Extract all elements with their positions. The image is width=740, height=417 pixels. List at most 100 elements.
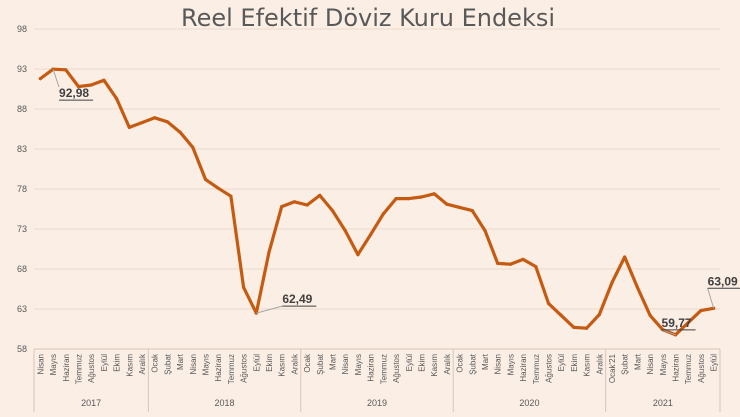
y-tick-label: 68 [17, 264, 27, 274]
data-label: 92,98 [59, 86, 89, 100]
data-point [635, 285, 640, 289]
y-tick-label: 98 [17, 24, 27, 34]
data-point [356, 253, 360, 257]
data-point [419, 195, 424, 199]
x-tick-label: Nisan [646, 354, 655, 374]
data-point [496, 261, 500, 265]
data-point [585, 326, 589, 330]
x-tick-label: Temmuz [684, 354, 693, 384]
x-tick-label: Temmuz [227, 354, 236, 384]
y-tick-label: 93 [17, 64, 27, 74]
x-tick-label: Eylül [405, 354, 414, 372]
grid [34, 28, 720, 350]
data-point [330, 209, 335, 213]
x-tick-label: Ağustos [697, 354, 706, 383]
data-point [229, 194, 233, 198]
x-tick-label: Eylül [100, 354, 109, 372]
data-point [470, 209, 474, 213]
x-tick-label: Haziran [672, 354, 681, 382]
data-point [305, 203, 309, 207]
data-point [699, 309, 703, 313]
x-tick-label: Şubat [316, 353, 325, 375]
data-point [521, 257, 525, 261]
data-point [432, 192, 436, 196]
data-point [343, 229, 347, 233]
x-tick-label: Nisan [494, 354, 503, 374]
data-point [546, 301, 551, 305]
x-tick-label: Ağustos [240, 354, 249, 383]
data-point [610, 281, 614, 285]
data-point [140, 121, 144, 125]
data-point [686, 321, 690, 325]
x-tick-label: Haziran [214, 354, 223, 382]
x-tick-label: Şubat [163, 353, 172, 375]
leader-line [256, 305, 283, 314]
data-point [102, 78, 106, 82]
data-point [457, 205, 462, 209]
x-tick-label: Mayıs [659, 354, 668, 375]
series-layer [38, 67, 716, 337]
year-label: 2020 [519, 398, 539, 408]
y-tick-label: 83 [17, 144, 27, 154]
x-tick-label: Mart [329, 353, 338, 370]
year-label: 2018 [215, 398, 235, 408]
data-point [445, 202, 449, 206]
x-tick-label: Mayıs [506, 354, 515, 375]
data-label-callout: 59,77 [661, 316, 696, 336]
data-point [191, 145, 195, 149]
data-point [165, 120, 169, 124]
data-point [534, 265, 538, 269]
y-tick-label: 73 [17, 224, 27, 234]
data-label-callout: 63,09 [707, 274, 740, 309]
year-label: 2019 [367, 398, 387, 408]
data-point [89, 83, 93, 87]
data-label-callout: 62,49 [256, 292, 317, 314]
data-point [623, 255, 627, 259]
year-label: 2017 [81, 398, 101, 408]
y-tick-label: 78 [17, 184, 27, 194]
x-tick-label: Ocak [303, 353, 312, 373]
chart-title: Reel Efektif Döviz Kuru Endeksi [181, 4, 555, 32]
x-tick-label: Mayıs [354, 354, 363, 375]
data-point [572, 325, 576, 329]
data-point [76, 85, 81, 89]
data-point [318, 193, 322, 197]
x-tick-label: Şubat [621, 353, 630, 375]
x-tick-label: Aralık [595, 353, 604, 374]
x-tick-label: Eylül [252, 354, 261, 372]
x-tick-label: Mart [633, 353, 642, 370]
data-point [292, 200, 297, 204]
x-tick-label: Mart [176, 353, 185, 370]
y-axis: 58 63 68 73 78 83 88 93 98 [17, 24, 27, 354]
x-tick-label: Ekim [570, 354, 579, 372]
x-tick-label: Aralık [138, 353, 147, 374]
x-tick-label: Ağustos [87, 354, 96, 383]
series-line [38, 67, 716, 337]
data-point [280, 205, 284, 209]
x-tick-label: Temmuz [74, 354, 83, 384]
data-point [267, 250, 271, 254]
data-label-callout: 92,98 [52, 69, 94, 101]
x-tick-label: Ocak [151, 353, 160, 373]
data-label: 62,49 [282, 292, 312, 306]
annotations: 92,98 62,49 59,77 63,09 [52, 69, 740, 336]
y-tick-label: 58 [17, 344, 27, 354]
x-tick-label: Ekim [265, 354, 274, 372]
x-tick-label: Nisan [189, 354, 198, 374]
y-tick-label: 88 [17, 104, 27, 114]
x-tick-label: Mayıs [49, 354, 58, 375]
data-point [394, 197, 398, 201]
data-point [648, 313, 652, 317]
x-tick-label: Şubat [468, 353, 477, 375]
x-tick-label: Kasım [125, 354, 134, 377]
x-tick-label: Eylül [557, 354, 566, 372]
data-point [114, 97, 119, 101]
x-tick-label: Temmuz [379, 354, 388, 384]
leader-line [52, 69, 60, 88]
x-tick-label: Temmuz [532, 354, 541, 384]
data-point [178, 130, 182, 134]
data-point [483, 229, 487, 233]
x-axis: Nisan Mayıs Haziran Temmuz Ağustos Eylül Ekim K… [33, 348, 721, 412]
x-tick-label: Ocak'21 [608, 353, 617, 383]
